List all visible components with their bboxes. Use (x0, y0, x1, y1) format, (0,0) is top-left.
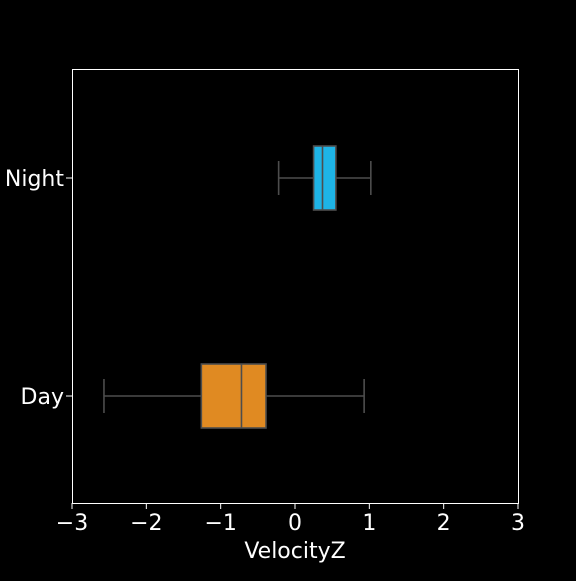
x-tick-label: −2 (130, 511, 162, 536)
x-tick-label: −3 (56, 511, 88, 536)
x-axis-label: VelocityZ (244, 539, 345, 564)
x-tick-label: 2 (437, 511, 451, 536)
box-day (103, 363, 365, 429)
x-tick-label: 3 (511, 511, 525, 536)
x-tick-label: 0 (288, 511, 302, 536)
box-night (277, 145, 372, 211)
x-tick-label: 1 (362, 511, 376, 536)
box-iqr (312, 145, 337, 211)
x-axis: −3 −2 −1 0 1 2 3 (56, 503, 525, 536)
y-axis: Night Day (5, 167, 72, 410)
y-tick-label: Day (21, 385, 64, 410)
y-tick-label: Night (5, 167, 64, 192)
box-iqr (200, 363, 267, 429)
boxes-layer (103, 145, 372, 429)
x-tick-label: −1 (204, 511, 236, 536)
